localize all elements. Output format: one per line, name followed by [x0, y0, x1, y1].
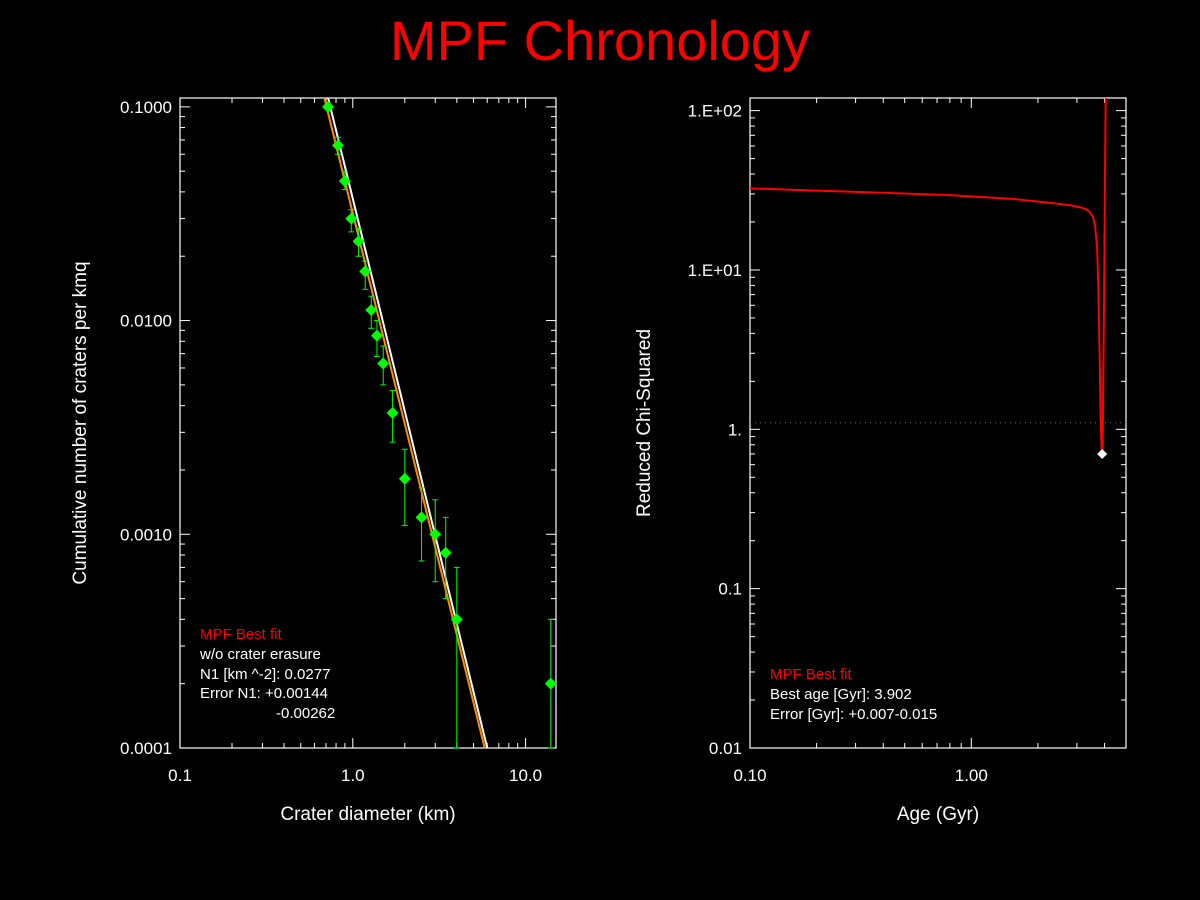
fit-line-orange [323, 97, 486, 749]
chi-chart-ylabel: Reduced Chi-Squared [634, 329, 655, 517]
chi-note-line: Best age [Gyr]: 3.902 [770, 686, 912, 703]
y-tick-label: 0.0100 [120, 312, 172, 331]
y-tick-label: 0.0010 [120, 525, 172, 544]
crater-chart-points [322, 100, 557, 749]
chi-squared-chart: 0.10 1.000.010.11.1.E+011.E+02 Age (Gyr) … [634, 97, 1127, 825]
data-point [398, 472, 411, 485]
data-point [386, 406, 399, 419]
y-tick-label: 0.1000 [120, 98, 172, 117]
x-tick-label: 10.0 [509, 766, 542, 785]
y-tick-label: 1. [728, 420, 742, 439]
data-point [345, 212, 358, 225]
crater-note-line: w/o crater erasure [199, 646, 321, 663]
chi-squared-curve [749, 97, 1107, 455]
data-point [365, 304, 378, 317]
data-point [439, 546, 452, 559]
crater-note-line: Error N1: +0.00144 [200, 685, 328, 702]
fit-line-white [327, 97, 489, 749]
data-point [450, 613, 463, 626]
x-tick-label: 1.0 [341, 766, 365, 785]
crater-chart-fit-lines [323, 97, 489, 749]
chi-fit-label: MPF Best fit [770, 666, 853, 683]
crater-note-line: -0.00262 [276, 705, 335, 722]
crater-chart-ticks: 0.1 1.0 10.0 0.0001 0.0010 0.0100 0.1000 [120, 98, 556, 785]
data-point [352, 235, 365, 248]
chi-chart-curve [749, 97, 1107, 455]
chi-chart-ticks: 0.10 1.00 0.01 0.1 1. 1.E+01 1.E+02 [688, 98, 1126, 785]
crater-chart-xlabel: Crater diameter (km) [280, 804, 455, 825]
data-point [370, 329, 383, 342]
data-point [331, 139, 344, 152]
best-age-marker [1097, 448, 1108, 459]
data-point [359, 265, 372, 278]
chi-chart-xlabel: Age (Gyr) [897, 804, 979, 825]
data-point [429, 528, 442, 541]
y-tick-label: 0.0001 [120, 739, 172, 758]
x-tick-label: 0.10 [733, 766, 766, 785]
y-tick-label: 1.E+02 [688, 102, 742, 121]
y-tick-label: 0.1 [718, 580, 742, 599]
chi-chart-best-point [1097, 448, 1108, 459]
data-point [415, 511, 428, 524]
data-point [338, 174, 351, 187]
page-title: MPF Chronology [389, 9, 811, 72]
x-tick-label: 1.00 [955, 766, 988, 785]
crater-note-line: N1 [km ^-2]: 0.0277 [200, 666, 330, 683]
crater-chart-frame [179, 97, 557, 749]
data-point [377, 357, 390, 370]
crater-chart-ylabel: Cumulative number of craters per kmq [70, 261, 91, 584]
y-tick-label: 0.01 [709, 739, 742, 758]
y-tick-label: 1.E+01 [688, 261, 742, 280]
x-tick-label: 0.1 [168, 766, 192, 785]
crater-fit-label: MPF Best fit [200, 626, 283, 643]
chi-note-line: Error [Gyr]: +0.007-0.015 [770, 706, 937, 723]
data-point [544, 677, 557, 690]
data-point [322, 100, 335, 113]
crater-chart: 0.1 1.0 10.0 0.0001 0.0010 0.0100 0.1000 Crate… [70, 97, 557, 825]
